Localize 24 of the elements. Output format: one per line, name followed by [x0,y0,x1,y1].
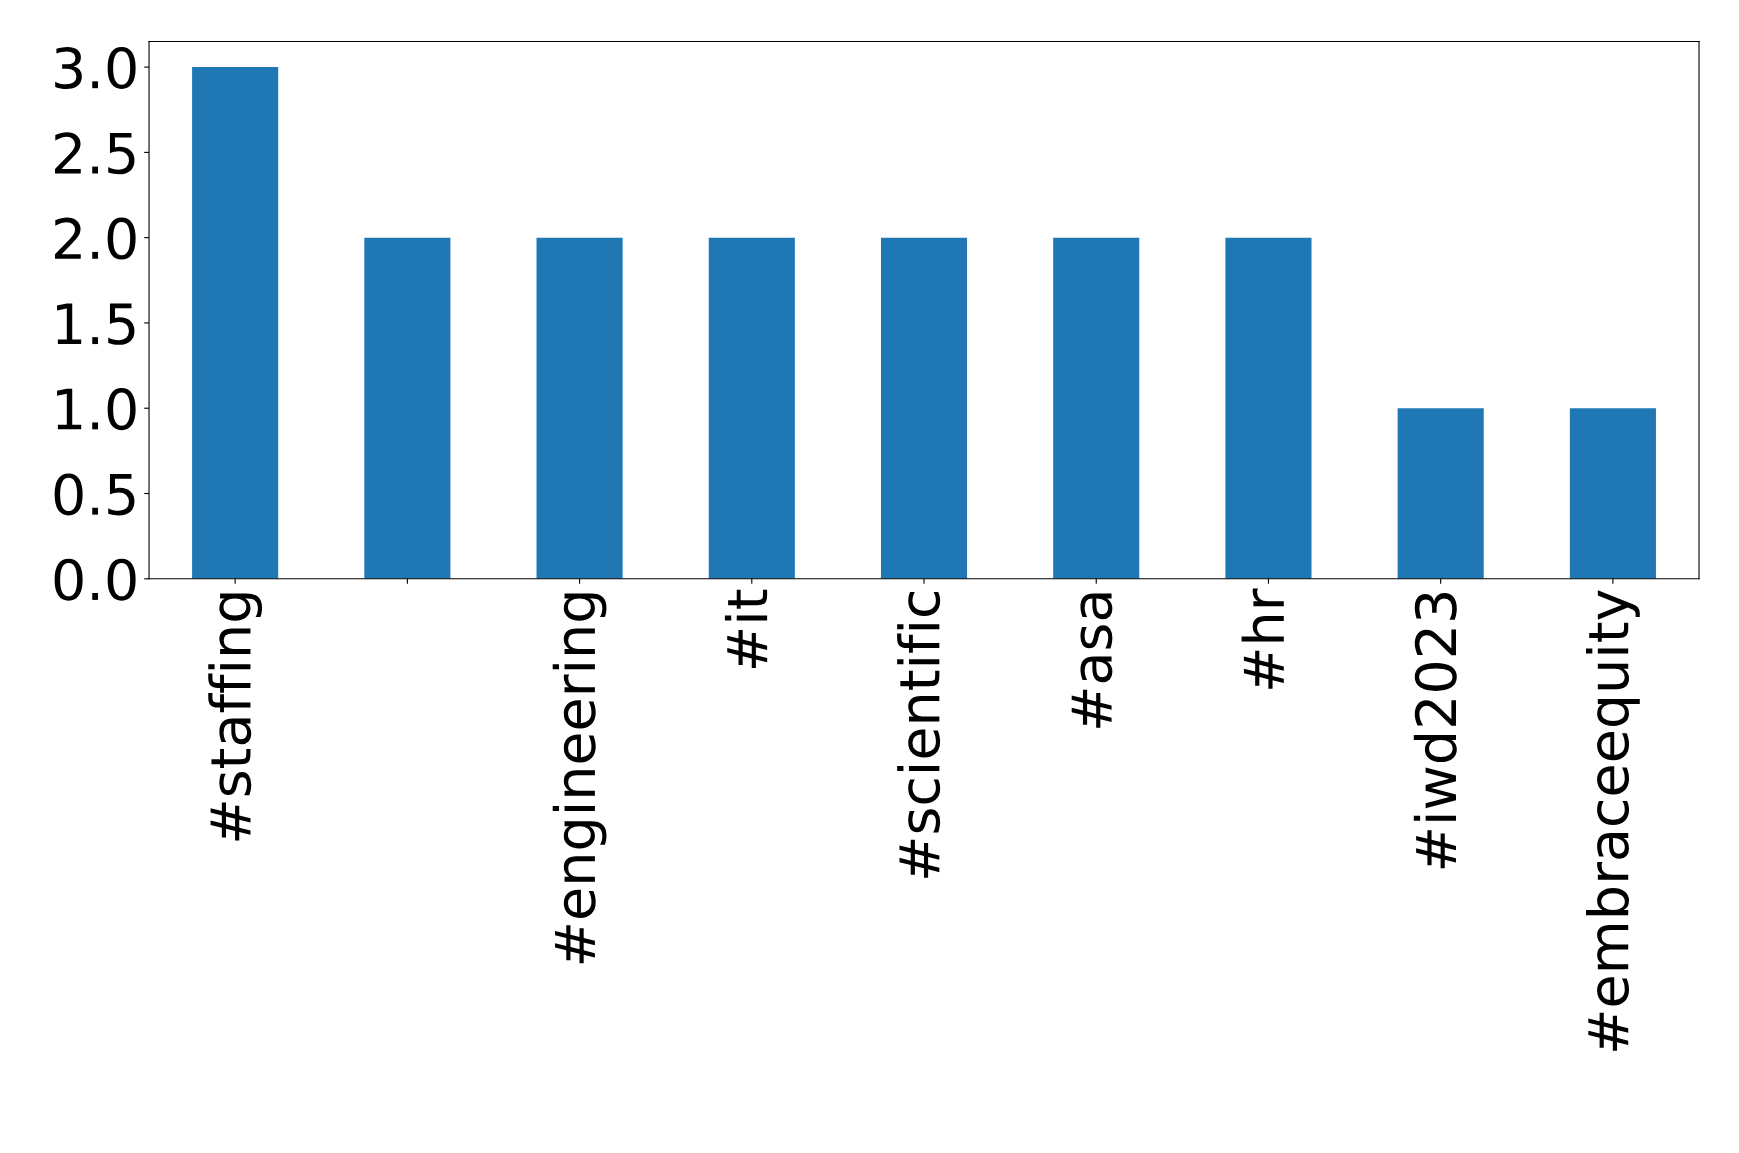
x-tick-label: #staffing [208,593,263,841]
bar [192,67,279,579]
bar [708,237,795,579]
x-tick-label: #hr [1241,588,1284,689]
bar [364,237,451,579]
x-tick-label: #asa [1071,593,1113,728]
y-tick-label: 1.0 [57,388,136,431]
bar [1397,408,1484,579]
y-tick-label: 0.5 [54,473,135,516]
x-tick-label: #embraceequity [1586,590,1640,1051]
x-tick-label: #scientific [897,591,941,878]
y-tick-label: 2.0 [55,217,136,260]
bar [536,237,623,579]
bar [1225,237,1312,579]
y-tick-label: 2.5 [55,132,135,175]
x-tick-label: #engineering [552,593,607,964]
bar [1569,408,1656,579]
y-tick-label: 3.0 [55,46,136,89]
y-tick-label: 1.5 [57,303,135,345]
x-tick-label: #iwd2023 [1413,592,1457,869]
y-tick-label: 0.0 [54,558,136,601]
bar [880,237,968,579]
x-tick-label: #it [724,589,768,669]
bar [1053,237,1140,579]
